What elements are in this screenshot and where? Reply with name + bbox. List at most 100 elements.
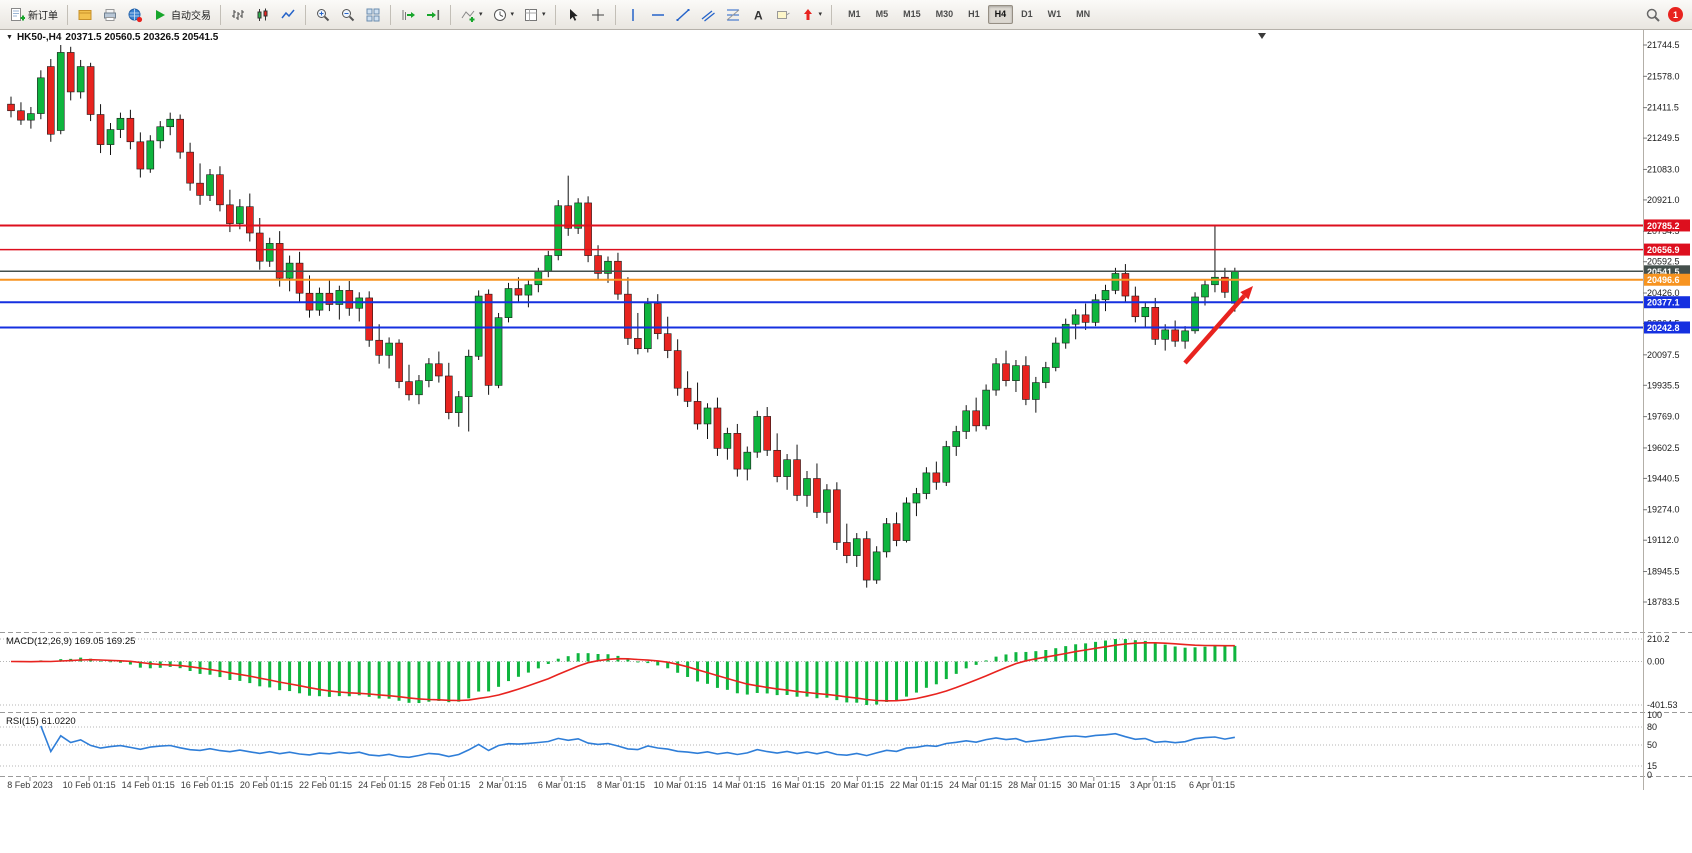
candle-body [454,396,463,413]
candle-body [1032,382,1040,400]
price-tick-label: 21578.0 [1647,71,1680,81]
macd-scale-label: 210.2 [1647,634,1670,644]
timeframe-button-m5[interactable]: M5 [875,9,889,19]
candle-body [1111,273,1120,291]
tile-windows-button[interactable] [361,3,385,27]
price-tick-label: 19440.5 [1647,473,1680,483]
toolbar-separator [67,4,68,25]
vertical-line-button[interactable] [621,3,645,27]
timeframe-button-w1[interactable]: W1 [1047,9,1062,19]
candle-body [1101,290,1110,301]
bar-chart-icon [232,9,244,20]
price-tick-label: 21744.5 [1647,40,1680,50]
candle-body [823,489,831,513]
toolbar: 新订单 自动交易 [0,0,1692,30]
candle-body [166,118,174,128]
candle-body [892,523,901,541]
trendline-button[interactable] [671,3,695,27]
price-tick-label: 20921.0 [1647,195,1680,205]
candle-body [1141,307,1150,318]
candle-body [514,288,523,296]
fibonacci-button[interactable] [721,3,745,27]
candlestick-chart-button[interactable] [251,3,275,27]
timeframe-button-m15[interactable]: M15 [903,9,921,19]
time-axis-label: 2 Mar 01:15 [479,780,527,790]
line-chart-button[interactable] [276,3,300,27]
templates-icon [525,8,538,21]
candle-body [634,338,642,350]
zoom-in-button[interactable] [311,3,335,27]
crosshair-icon [591,8,604,21]
price-line-badge-label: 20541.5 [1647,267,1680,277]
candle-body [46,66,55,135]
candle-body [56,52,65,131]
autotrade-label: 自动交易 [171,11,211,22]
chevron-down-icon: ▾ [479,11,483,18]
price-tick-label: 19602.5 [1647,443,1680,453]
candle-body [1171,329,1179,342]
indicators-button[interactable]: ▾ [456,3,487,27]
macd-scale-label: 0.00 [1647,657,1665,667]
channel-button[interactable] [696,3,720,27]
timeframe-button-m1[interactable]: M1 [848,9,861,19]
candle-body [1221,276,1229,293]
templates-button[interactable]: ▾ [519,3,550,27]
price-tick-label: 19274.0 [1647,505,1680,515]
new-order-button[interactable]: 新订单 [5,3,62,27]
candle-body [345,290,354,309]
horizontal-line-button[interactable] [646,3,670,27]
candle-body [425,363,433,381]
time-axis-label: 10 Mar 01:15 [654,780,707,790]
candle-body [524,284,533,296]
candle-body [1051,342,1060,368]
candle-body [325,292,334,305]
chart-shift-button[interactable] [421,3,445,27]
timeframe-button-h4[interactable]: H4 [987,5,1014,24]
candle-body [246,206,254,234]
candle-body [106,129,115,145]
candle-body [136,141,145,170]
candle-body [494,317,503,386]
arrows-button[interactable]: ▾ [796,3,827,27]
search-icon[interactable] [1645,7,1661,23]
rsi-scale-label: 0 [1647,770,1652,780]
print-preview-button[interactable] [73,3,97,27]
arrow-shape-icon [803,8,812,20]
candle-body [882,523,891,553]
time-axis-label: 24 Mar 01:15 [949,780,1002,790]
candle-body [693,401,702,425]
notification-badge[interactable]: 1 [1668,7,1683,22]
candle-body [196,182,204,196]
candle-body [335,290,344,305]
timeframe-button-mn[interactable]: MN [1076,9,1091,19]
trend-arrow-annotation[interactable] [1183,294,1247,365]
candle-body [1191,296,1199,332]
bar-chart-button[interactable] [226,3,250,27]
zoom-out-button[interactable] [336,3,360,27]
collapse-arrow-icon[interactable]: ▼ [6,34,13,41]
crosshair-button[interactable] [586,3,610,27]
timeframe-button-m30[interactable]: M30 [935,9,954,19]
timeframe-button-d1[interactable]: D1 [1021,9,1033,19]
candle-body [1042,367,1050,383]
time-axis-label: 6 Apr 01:15 [1189,780,1235,790]
candle-body [673,350,682,389]
timeframe-button-h1[interactable]: H1 [968,9,980,19]
printer-button[interactable] [98,3,122,27]
period-clock-button[interactable]: ▾ [488,3,519,27]
text-button[interactable]: A [746,3,770,27]
auto-scroll-button[interactable] [396,3,420,27]
cursor-button[interactable] [561,3,585,27]
autotrade-button[interactable]: 自动交易 [148,3,215,27]
chart-shift-marker-icon[interactable] [1258,33,1266,39]
label-button[interactable] [771,3,795,27]
community-button[interactable] [123,3,147,27]
text-icon: A [754,8,763,22]
candle-body [1131,295,1140,318]
trendline-icon [676,8,690,21]
candle-body [186,151,194,184]
candlestick-chart-icon [257,8,268,21]
candle-body [554,205,563,256]
horizontal-line-icon [651,13,664,16]
price-line-badge-label: 20496.6 [1647,275,1680,285]
